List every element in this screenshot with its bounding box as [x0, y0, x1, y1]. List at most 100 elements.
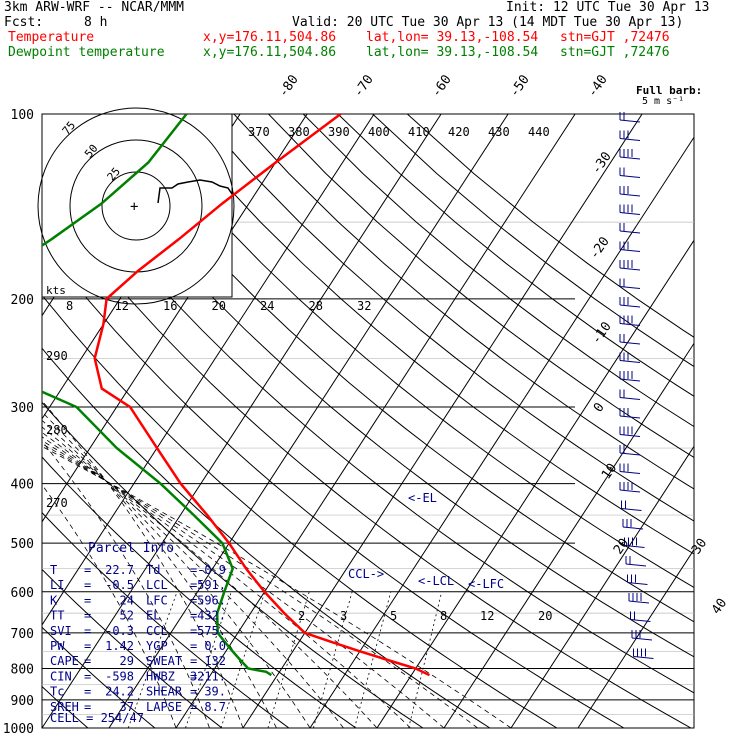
parcel-row-8-col-3: SHEAR [146, 685, 183, 699]
mixing-ratio-label: 3 [340, 609, 347, 623]
hodograph-scale-label: 12 [115, 299, 129, 313]
isotherm [42, 114, 442, 728]
theta-label: 400 [368, 125, 390, 139]
moist-adiabat [42, 431, 378, 728]
pressure-label-600: 600 [11, 586, 34, 601]
dry-adiabat [42, 401, 424, 728]
dry-adiabat [337, 114, 694, 397]
wind-barb [628, 593, 650, 604]
parcel-row-9-col-2: 37 [120, 700, 134, 714]
parcel-row-2-col-2: 24 [120, 593, 134, 607]
wind-barb [631, 630, 653, 641]
parcel-row-7-col-3: HWBZ [146, 669, 175, 683]
wind-barb [619, 186, 641, 197]
dry-adiabat-label: 280 [46, 423, 68, 437]
parcel-row-3-col-5: 432. [197, 609, 226, 623]
hodograph-center: + [130, 199, 138, 215]
parcel-row-5-col-5: 0.0 [204, 639, 226, 653]
parcel-row-3-col-0: TT [50, 609, 64, 623]
wind-barb [619, 130, 641, 141]
isotherm [42, 114, 308, 523]
parcel-row-9-col-1: = [84, 700, 91, 714]
parcel-row-8-col-4: = [190, 685, 197, 699]
isotherm-label: 0 [591, 400, 608, 415]
wind-barb [621, 500, 642, 511]
isotherm-label: -60 [429, 72, 455, 100]
theta-label: 420 [448, 125, 470, 139]
wind-barb [622, 519, 644, 530]
parcel-row-2-col-4: = [190, 593, 197, 607]
moist-adiabat [42, 411, 277, 728]
wind-barb [619, 112, 641, 123]
parcel-row-4-col-4: = [190, 624, 197, 638]
mixing-ratio-line [185, 591, 232, 728]
isotherm-label: -70 [351, 72, 377, 100]
wind-barb [619, 297, 641, 308]
parcel-row-9-col-4: = [190, 700, 197, 714]
mixing-ratio-label: 5 [390, 609, 397, 623]
mixing-ratio-label: 12 [480, 609, 494, 623]
pressure-label-900: 900 [11, 694, 34, 709]
dry-adiabat [268, 114, 694, 459]
isotherm-label: -40 [585, 72, 611, 100]
parcel-row-8-col-1: = [84, 685, 91, 699]
dry-adiabat [198, 114, 694, 522]
parcel-row-2-col-1: = [84, 593, 91, 607]
dry-adiabat [406, 114, 694, 338]
parcel-row-5-col-2: 1.42 [105, 639, 134, 653]
isotherm-label: 20 [611, 536, 632, 557]
hodograph-scale-label: 8 [66, 299, 73, 313]
parcel-row-8-col-5: 39. [204, 685, 226, 699]
wind-barb [619, 315, 641, 326]
dry-adiabat [129, 114, 694, 589]
parcel-row-7-col-5: 3211. [190, 669, 226, 683]
wind-barb [630, 611, 651, 622]
temperature-latlon: lat,lon= 39.13,-108.54 [366, 30, 539, 45]
pressure-label-700: 700 [11, 627, 34, 642]
wind-barb [619, 463, 641, 474]
hodograph-ring-label: 75 [60, 119, 78, 138]
mixing-ratio-label: 20 [538, 609, 552, 623]
dry-adiabat [42, 347, 491, 728]
parcel-row-0-col-1: = [84, 563, 91, 577]
parcel-row-1-col-5: 591. [197, 578, 226, 592]
mixing-ratio-line [220, 591, 266, 728]
mixing-ratio-line [408, 591, 443, 728]
theta-label: 430 [488, 125, 510, 139]
isotherm-label: 30 [689, 536, 710, 557]
wind-barb [619, 445, 641, 456]
pressure-label-500: 500 [11, 537, 34, 552]
isotherm-label: -50 [507, 72, 533, 100]
wind-barb [619, 204, 641, 215]
wind-barb [624, 537, 645, 548]
parcel-row-2-col-0: K [50, 593, 58, 607]
hodograph-scale-label: 20 [212, 299, 226, 313]
forecast-label: Fcst: [4, 15, 44, 30]
parcel-row-0-col-4: = [190, 563, 197, 577]
dewpoint-station: stn=GJT ,72476 [560, 45, 670, 60]
pressure-label-800: 800 [11, 662, 34, 677]
wind-barb [619, 223, 641, 234]
parcel-row-0-col-2: 22.7 [105, 563, 134, 577]
parcel-row-0-col-0: T [50, 563, 57, 577]
isotherm-label: 40 [709, 596, 730, 617]
mixing-ratio-line [127, 591, 178, 728]
mixing-ratio-label: 8 [440, 609, 447, 623]
parcel-row-1-col-0: LI [50, 578, 64, 592]
pressure-label-400: 400 [11, 478, 34, 493]
mixing-ratio-line [313, 591, 353, 728]
wind-barb [625, 556, 647, 567]
moist-adiabat [42, 443, 478, 728]
parcel-row-0-col-5: -0.9 [197, 563, 226, 577]
dry-adiabat [233, 114, 694, 490]
temperature-xy: x,y=176.11,504.86 [203, 30, 337, 45]
moist-adiabat [42, 436, 411, 728]
parcel-row-1-col-1: = [84, 578, 91, 592]
parcel-row-4-col-0: SVI [50, 624, 72, 638]
dewpoint-latlon: lat,lon= 39.13,-108.54 [366, 45, 539, 60]
isotherm [242, 114, 643, 728]
isotherm [443, 342, 694, 728]
hodograph-trace [157, 179, 233, 204]
parcel-row-7-col-1: = [84, 669, 91, 683]
isotherm [42, 114, 375, 626]
